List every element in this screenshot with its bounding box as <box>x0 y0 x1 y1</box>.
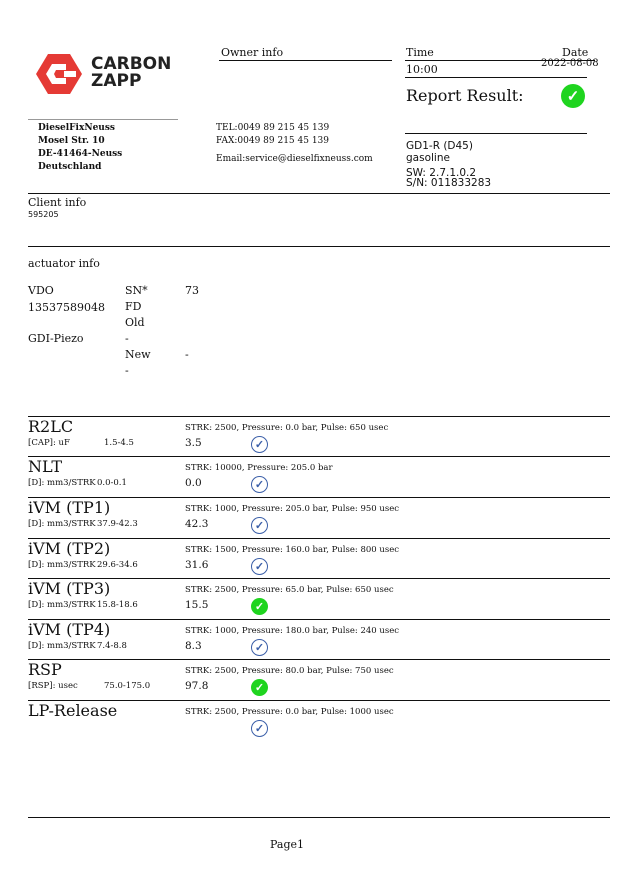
actuator-info-title: actuator info <box>28 257 100 270</box>
device-model: GD1-R (D45) <box>406 140 473 152</box>
page-number: Page1 <box>270 838 305 851</box>
time-value: 10:00 <box>406 63 438 76</box>
carbon-zapp-logo-icon <box>36 54 82 94</box>
test-name: NLT <box>28 457 62 476</box>
test-name: RSP <box>28 660 62 679</box>
actuator-old-value: - <box>125 332 129 345</box>
actuator-type: GDI-Piezo <box>28 332 84 345</box>
owner-info-title: Owner info <box>221 46 284 59</box>
test-range: 37.9-42.3 <box>97 519 138 529</box>
test-value: 8.3 <box>185 640 202 652</box>
test-unit: [D]: mm3/STRK <box>28 519 96 529</box>
owner-email: Email:service@dieselfixneuss.com <box>216 154 373 164</box>
time-label: Time <box>406 46 434 59</box>
test-params: STRK: 2500, Pressure: 0.0 bar, Pulse: 10… <box>185 707 394 717</box>
test-range: 7.4-8.8 <box>97 641 127 651</box>
actuator-brand: VDO <box>28 284 54 297</box>
test-unit: [D]: mm3/STRK <box>28 478 96 488</box>
test-params: STRK: 1000, Pressure: 180.0 bar, Pulse: … <box>185 626 400 636</box>
test-value: 42.3 <box>185 518 209 530</box>
test-range: 29.6-34.6 <box>97 560 138 570</box>
report-result-check-icon: ✓ <box>561 84 585 108</box>
actuator-sn: 73 <box>185 284 199 297</box>
actuator-part: 13537589048 <box>28 301 105 314</box>
test-value: 3.5 <box>185 437 202 449</box>
company-city: DE-41464-Neuss <box>38 149 123 159</box>
check-circle-green-icon: ✓ <box>251 598 268 615</box>
test-params: STRK: 2500, Pressure: 80.0 bar, Pulse: 7… <box>185 666 394 676</box>
actuator-old: Old <box>125 316 145 329</box>
actuator-fd: FD <box>125 300 142 313</box>
owner-tel: TEL:0049 89 215 45 139 <box>216 123 330 133</box>
device-fuel: gasoline <box>406 152 450 164</box>
actuator-new: New <box>125 348 151 361</box>
actuator-sn-label: SN* <box>125 284 148 297</box>
test-params: STRK: 1000, Pressure: 205.0 bar, Pulse: … <box>185 504 400 514</box>
logo-line1: CARBON <box>91 54 172 74</box>
date-label: Date <box>562 46 589 59</box>
test-value: 31.6 <box>185 559 209 571</box>
actuator-new-value-2: - <box>125 364 129 377</box>
test-unit: [D]: mm3/STRK <box>28 600 96 610</box>
check-circle-outline-icon: ✓ <box>251 476 268 493</box>
test-name: R2LC <box>28 417 74 436</box>
client-info-title: Client info <box>28 196 87 209</box>
test-name: LP-Release <box>28 701 118 720</box>
test-unit: [CAP]: uF <box>28 438 70 448</box>
report-result-label: Report Result: <box>406 86 524 105</box>
test-params: STRK: 2500, Pressure: 0.0 bar, Pulse: 65… <box>185 423 389 433</box>
date-value: 2022-08-08 <box>541 58 599 69</box>
test-value: 15.5 <box>185 599 209 611</box>
check-circle-outline-icon: ✓ <box>251 639 268 656</box>
test-range: 0.0-0.1 <box>97 478 127 488</box>
client-id: 595205 <box>28 210 59 219</box>
test-params: STRK: 1500, Pressure: 160.0 bar, Pulse: … <box>185 545 400 555</box>
logo-line2: ZAPP <box>91 71 142 91</box>
check-circle-outline-icon: ✓ <box>251 720 268 737</box>
test-range: 15.8-18.6 <box>97 600 138 610</box>
company-name: DieselFixNeuss <box>38 123 115 133</box>
company-street: Mosel Str. 10 <box>38 136 105 146</box>
test-name: iVM (TP3) <box>28 579 111 598</box>
test-name: iVM (TP1) <box>28 498 111 517</box>
device-sn: S/N: 011833283 <box>406 177 492 189</box>
owner-fax: FAX:0049 89 215 45 139 <box>216 136 330 146</box>
test-range: 75.0-175.0 <box>104 681 151 691</box>
check-circle-outline-icon: ✓ <box>251 517 268 534</box>
test-value: 97.8 <box>185 680 209 692</box>
test-value: 0.0 <box>185 477 202 489</box>
check-circle-outline-icon: ✓ <box>251 436 268 453</box>
test-unit: [RSP]: usec <box>28 681 78 691</box>
actuator-new-value: - <box>185 348 189 361</box>
test-params: STRK: 10000, Pressure: 205.0 bar <box>185 463 333 473</box>
test-name: iVM (TP4) <box>28 620 111 639</box>
check-circle-green-icon: ✓ <box>251 679 268 696</box>
test-name: iVM (TP2) <box>28 539 111 558</box>
test-range: 1.5-4.5 <box>104 438 134 448</box>
device-sw: SW: 2.7.1.0.2 <box>406 167 477 179</box>
test-unit: [D]: mm3/STRK <box>28 641 96 651</box>
check-circle-outline-icon: ✓ <box>251 558 268 575</box>
test-params: STRK: 2500, Pressure: 65.0 bar, Pulse: 6… <box>185 585 394 595</box>
test-unit: [D]: mm3/STRK <box>28 560 96 570</box>
company-country: Deutschland <box>38 162 102 172</box>
